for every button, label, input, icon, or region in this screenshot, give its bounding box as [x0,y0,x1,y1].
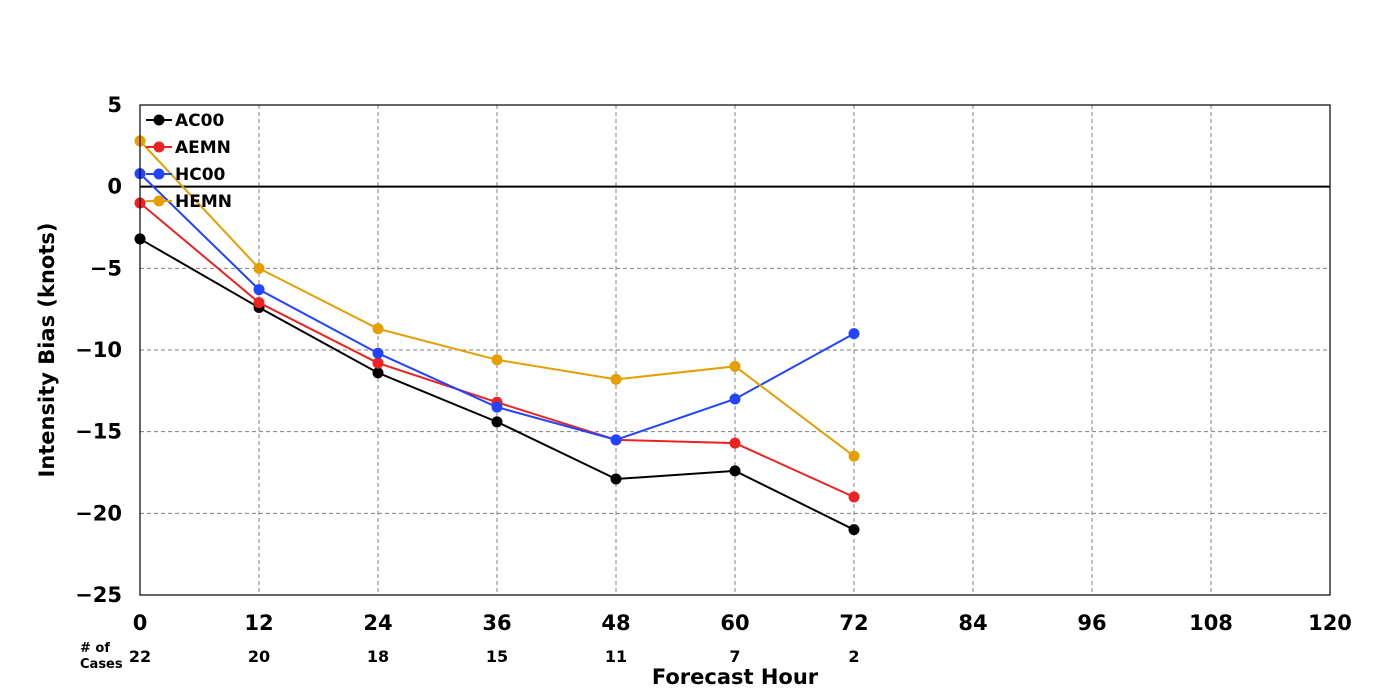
series-hc00 [134,168,860,446]
data-point-hemn-36 [491,354,503,366]
legend-marker-ac00 [153,114,165,126]
y-tick-label-6: −25 [75,583,122,607]
x-tick-label-120: 120 [1308,611,1352,635]
plot-area-frame [139,104,1331,596]
data-point-hc00-24 [372,347,384,359]
y-tick-label-5: −20 [75,501,122,525]
data-point-hc00-12 [253,284,265,296]
data-point-hc00-36 [491,401,503,413]
data-point-hc00-72 [848,328,860,340]
y-tick-label-1: 0 [107,175,122,199]
x-axis-ticks: 0 12 24 36 48 60 72 84 96 108 120 [133,611,1352,635]
data-point-aemn-12 [253,297,265,309]
series-lines [134,135,860,536]
case-counts: # of Cases 22 20 18 15 11 7 2 [80,641,860,672]
case-count-0: 22 [129,647,151,666]
data-point-hemn-48 [610,373,622,385]
grid-lines [139,104,1331,596]
data-point-aemn-60 [729,437,741,449]
data-point-aemn-24 [372,357,384,369]
x-tick-label-36: 36 [482,611,511,635]
legend-label-aemn: AEMN [175,138,231,158]
x-tick-label-0: 0 [133,611,148,635]
case-count-60: 7 [729,647,740,666]
data-point-hemn-12 [253,262,265,274]
legend-marker-hc00 [153,168,165,180]
data-point-hemn-72 [848,450,860,462]
data-point-ac00-48 [610,473,622,485]
y-axis-ticks: 5 0 −5 −10 −15 −20 −25 [75,93,122,607]
data-point-hemn-60 [729,360,741,372]
legend-label-hc00: HC00 [175,165,226,185]
case-count-24: 18 [367,647,389,666]
case-count-36: 15 [486,647,508,666]
legend-label-ac00: AC00 [175,111,224,131]
cases-label-line1: # of [80,641,110,656]
y-tick-label-2: −5 [90,256,122,280]
legend-marker-hemn [153,195,165,207]
data-point-hc00-48 [610,434,622,446]
y-tick-label-3: −10 [75,338,122,362]
x-tick-label-72: 72 [839,611,868,635]
legend: AC00 AEMN HC00 HEMN [146,111,232,212]
y-tick-label-4: −15 [75,420,122,444]
case-count-48: 11 [605,647,627,666]
x-tick-label-60: 60 [720,611,749,635]
legend-marker-aemn [153,141,165,153]
x-tick-label-96: 96 [1077,611,1106,635]
series-ac00 [134,233,860,536]
x-tick-label-12: 12 [244,611,273,635]
x-axis-label: Forecast Hour [652,665,819,689]
data-point-hc00-60 [729,393,741,405]
data-point-aemn-72 [848,491,860,503]
y-axis-label: Intensity Bias (knots) [35,223,59,478]
case-count-12: 20 [248,647,270,666]
y-tick-label-0: 5 [107,93,122,117]
data-point-ac00-60 [729,465,741,477]
case-count-72: 2 [848,647,859,666]
data-point-hemn-24 [372,323,384,335]
cases-label-line2: Cases [80,657,123,672]
x-tick-label-24: 24 [363,611,392,635]
data-point-ac00-72 [848,524,860,536]
x-tick-label-84: 84 [958,611,987,635]
data-point-ac00-36 [491,416,503,428]
x-tick-label-108: 108 [1189,611,1233,635]
data-point-ac00-24 [372,367,384,379]
x-tick-label-48: 48 [601,611,630,635]
legend-label-hemn: HEMN [175,192,232,212]
series-hemn [134,135,860,462]
